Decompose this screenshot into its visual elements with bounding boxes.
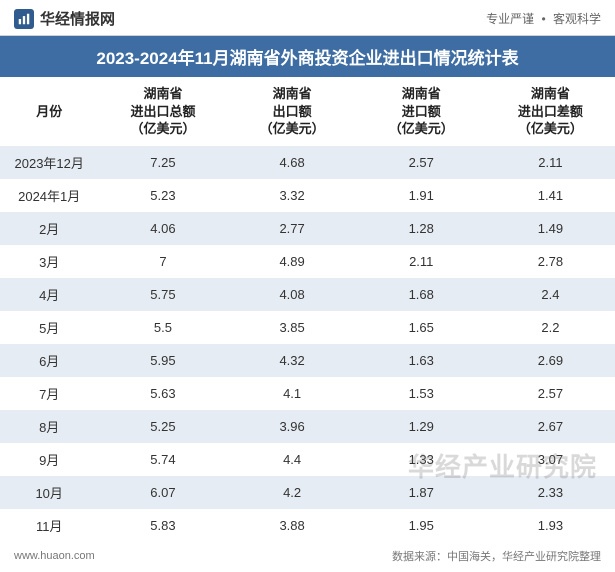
table-row: 11月5.833.881.951.93 [0,509,615,542]
cell-value: 4.06 [98,212,227,245]
page-header: 华经情报网 专业严谨 • 客观科学 [0,0,615,36]
tagline: 专业严谨 • 客观科学 [486,10,601,27]
cell-month: 10月 [0,476,98,509]
table-row: 10月6.074.21.872.33 [0,476,615,509]
data-table: 月份 湖南省进出口总额（亿美元） 湖南省出口额（亿美元） 湖南省进口额（亿美元）… [0,77,615,542]
cell-month: 9月 [0,443,98,476]
cell-month: 8月 [0,410,98,443]
col-header-import: 湖南省进口额（亿美元） [357,77,486,146]
brand-text: 华经情报网 [40,8,115,29]
cell-value: 7 [98,245,227,278]
cell-value: 2.4 [486,278,615,311]
cell-value: 1.63 [357,344,486,377]
footer-source: 数据来源：中国海关，华经产业研究院整理 [392,548,601,564]
col-header-month: 月份 [0,77,98,146]
cell-value: 1.29 [357,410,486,443]
cell-value: 2.67 [486,410,615,443]
cell-value: 5.23 [98,179,227,212]
table-header: 月份 湖南省进出口总额（亿美元） 湖南省出口额（亿美元） 湖南省进口额（亿美元）… [0,77,615,146]
cell-value: 1.41 [486,179,615,212]
cell-value: 7.25 [98,146,227,179]
table-row: 4月5.754.081.682.4 [0,278,615,311]
cell-value: 5.83 [98,509,227,542]
table-row: 6月5.954.321.632.69 [0,344,615,377]
cell-value: 3.96 [228,410,357,443]
tagline-right: 客观科学 [553,12,601,26]
cell-month: 11月 [0,509,98,542]
cell-value: 2.11 [486,146,615,179]
cell-value: 2.33 [486,476,615,509]
col-header-export: 湖南省出口额（亿美元） [228,77,357,146]
cell-value: 4.1 [228,377,357,410]
cell-value: 1.91 [357,179,486,212]
cell-value: 4.32 [228,344,357,377]
cell-value: 4.68 [228,146,357,179]
cell-value: 1.87 [357,476,486,509]
table-row: 2月4.062.771.281.49 [0,212,615,245]
cell-value: 2.57 [486,377,615,410]
table-row: 9月5.744.41.333.07 [0,443,615,476]
cell-value: 5.74 [98,443,227,476]
cell-value: 5.95 [98,344,227,377]
table-title: 2023-2024年11月湖南省外商投资企业进出口情况统计表 [0,36,615,77]
col-header-balance: 湖南省进出口差额（亿美元） [486,77,615,146]
table-row: 5月5.53.851.652.2 [0,311,615,344]
cell-value: 1.49 [486,212,615,245]
cell-value: 3.07 [486,443,615,476]
cell-value: 1.68 [357,278,486,311]
table-row: 2023年12月7.254.682.572.11 [0,146,615,179]
cell-value: 2.77 [228,212,357,245]
cell-month: 6月 [0,344,98,377]
cell-value: 2.69 [486,344,615,377]
cell-value: 1.95 [357,509,486,542]
table-row: 8月5.253.961.292.67 [0,410,615,443]
cell-value: 5.5 [98,311,227,344]
cell-value: 3.32 [228,179,357,212]
cell-month: 2023年12月 [0,146,98,179]
brand-logo-icon [14,9,34,29]
cell-value: 2.78 [486,245,615,278]
cell-value: 1.53 [357,377,486,410]
cell-month: 4月 [0,278,98,311]
brand: 华经情报网 [14,8,115,29]
cell-value: 2.11 [357,245,486,278]
page-footer: www.huaon.com 数据来源：中国海关，华经产业研究院整理 [0,542,615,572]
cell-month: 7月 [0,377,98,410]
cell-value: 4.08 [228,278,357,311]
dot-separator: • [541,12,545,26]
cell-value: 4.89 [228,245,357,278]
cell-value: 3.85 [228,311,357,344]
cell-value: 6.07 [98,476,227,509]
table-row: 2024年1月5.233.321.911.41 [0,179,615,212]
table-row: 7月5.634.11.532.57 [0,377,615,410]
cell-value: 4.4 [228,443,357,476]
cell-value: 1.33 [357,443,486,476]
cell-value: 5.25 [98,410,227,443]
cell-value: 1.93 [486,509,615,542]
cell-value: 2.57 [357,146,486,179]
footer-url: www.huaon.com [14,550,95,562]
table-row: 3月74.892.112.78 [0,245,615,278]
cell-value: 2.2 [486,311,615,344]
cell-value: 4.2 [228,476,357,509]
tagline-left: 专业严谨 [486,12,534,26]
cell-month: 2024年1月 [0,179,98,212]
cell-value: 5.63 [98,377,227,410]
table-body: 2023年12月7.254.682.572.112024年1月5.233.321… [0,146,615,542]
cell-month: 2月 [0,212,98,245]
cell-value: 5.75 [98,278,227,311]
cell-value: 1.28 [357,212,486,245]
cell-value: 1.65 [357,311,486,344]
cell-month: 5月 [0,311,98,344]
cell-value: 3.88 [228,509,357,542]
col-header-total: 湖南省进出口总额（亿美元） [98,77,227,146]
cell-month: 3月 [0,245,98,278]
